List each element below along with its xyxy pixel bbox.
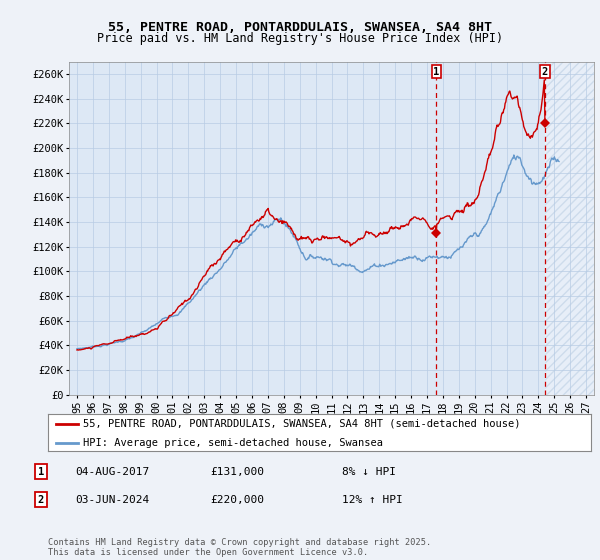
Text: 03-JUN-2024: 03-JUN-2024 — [75, 494, 149, 505]
Text: 2: 2 — [38, 494, 44, 505]
Text: Price paid vs. HM Land Registry's House Price Index (HPI): Price paid vs. HM Land Registry's House … — [97, 32, 503, 45]
Text: 55, PENTRE ROAD, PONTARDDULAIS, SWANSEA, SA4 8HT: 55, PENTRE ROAD, PONTARDDULAIS, SWANSEA,… — [108, 21, 492, 34]
Text: £131,000: £131,000 — [210, 466, 264, 477]
Text: 55, PENTRE ROAD, PONTARDDULAIS, SWANSEA, SA4 8HT (semi-detached house): 55, PENTRE ROAD, PONTARDDULAIS, SWANSEA,… — [83, 418, 521, 428]
Text: 04-AUG-2017: 04-AUG-2017 — [75, 466, 149, 477]
Text: £220,000: £220,000 — [210, 494, 264, 505]
Text: 12% ↑ HPI: 12% ↑ HPI — [342, 494, 403, 505]
Text: 2: 2 — [542, 67, 548, 77]
Text: HPI: Average price, semi-detached house, Swansea: HPI: Average price, semi-detached house,… — [83, 438, 383, 448]
Text: 1: 1 — [38, 466, 44, 477]
Text: Contains HM Land Registry data © Crown copyright and database right 2025.
This d: Contains HM Land Registry data © Crown c… — [48, 538, 431, 557]
Text: 1: 1 — [433, 67, 439, 77]
Text: 8% ↓ HPI: 8% ↓ HPI — [342, 466, 396, 477]
